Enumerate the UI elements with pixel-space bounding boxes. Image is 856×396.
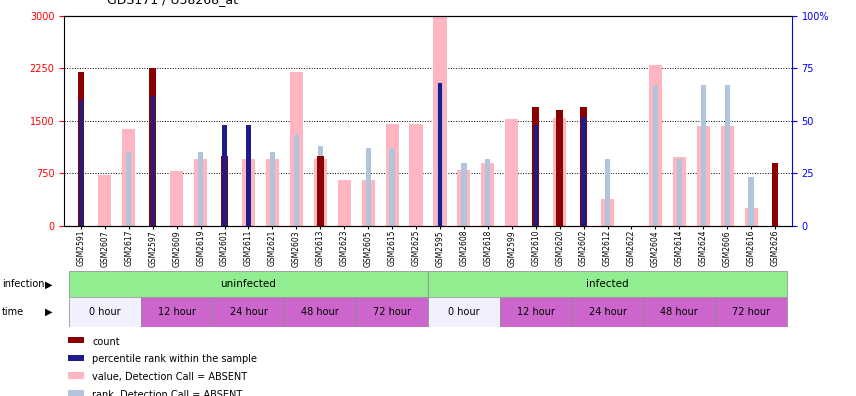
Bar bbox=[485, 158, 490, 226]
Bar bbox=[556, 110, 563, 226]
Bar bbox=[409, 124, 423, 226]
Bar bbox=[194, 159, 207, 226]
Text: 0 hour: 0 hour bbox=[89, 307, 121, 317]
Bar bbox=[745, 208, 758, 226]
Text: time: time bbox=[2, 307, 24, 317]
Text: 12 hour: 12 hour bbox=[517, 307, 555, 317]
Bar bbox=[212, 297, 284, 327]
Bar bbox=[481, 163, 495, 226]
Bar bbox=[505, 119, 519, 226]
Bar bbox=[366, 148, 371, 226]
Bar bbox=[151, 95, 155, 226]
Text: value, Detection Call = ABSENT: value, Detection Call = ABSENT bbox=[92, 372, 247, 382]
Bar bbox=[461, 163, 467, 226]
Bar bbox=[697, 126, 710, 226]
Bar bbox=[389, 148, 395, 226]
Bar bbox=[223, 125, 227, 226]
Bar bbox=[361, 179, 375, 226]
Bar bbox=[724, 85, 730, 226]
Text: GDS171 / U38268_at: GDS171 / U38268_at bbox=[107, 0, 238, 6]
Bar bbox=[68, 354, 84, 361]
Bar bbox=[221, 156, 228, 226]
Bar bbox=[457, 170, 471, 226]
Bar bbox=[716, 297, 787, 327]
Bar bbox=[532, 107, 539, 226]
Bar bbox=[437, 83, 443, 226]
Bar bbox=[649, 65, 662, 226]
Text: 0 hour: 0 hour bbox=[448, 307, 479, 317]
Bar bbox=[68, 390, 84, 396]
Bar bbox=[437, 83, 442, 226]
Bar bbox=[150, 68, 156, 226]
Bar bbox=[294, 135, 299, 226]
Bar bbox=[290, 72, 303, 226]
Bar bbox=[557, 119, 562, 226]
Text: 72 hour: 72 hour bbox=[373, 307, 411, 317]
Bar bbox=[653, 85, 658, 226]
Bar bbox=[318, 146, 323, 226]
Bar bbox=[748, 177, 754, 226]
Text: 48 hour: 48 hour bbox=[661, 307, 698, 317]
Bar bbox=[700, 85, 706, 226]
Bar bbox=[428, 297, 500, 327]
Bar bbox=[140, 297, 212, 327]
Text: uninfected: uninfected bbox=[221, 279, 276, 289]
Bar bbox=[68, 337, 84, 343]
Bar bbox=[428, 271, 787, 297]
Bar bbox=[500, 297, 572, 327]
Bar bbox=[673, 157, 686, 226]
Bar bbox=[533, 125, 538, 226]
Bar bbox=[78, 72, 84, 226]
Bar bbox=[79, 100, 83, 226]
Bar bbox=[385, 124, 399, 226]
Bar bbox=[126, 152, 132, 226]
Bar bbox=[68, 372, 84, 379]
Bar bbox=[313, 159, 327, 226]
Text: rank, Detection Call = ABSENT: rank, Detection Call = ABSENT bbox=[92, 390, 242, 396]
Bar bbox=[247, 125, 251, 226]
Text: count: count bbox=[92, 337, 120, 346]
Bar bbox=[198, 152, 203, 226]
Bar bbox=[284, 297, 356, 327]
Bar bbox=[69, 297, 140, 327]
Text: infected: infected bbox=[586, 279, 629, 289]
Bar bbox=[69, 271, 428, 297]
Bar bbox=[246, 152, 251, 226]
Text: 24 hour: 24 hour bbox=[589, 307, 627, 317]
Bar bbox=[433, 16, 447, 226]
Bar bbox=[170, 171, 183, 226]
Bar bbox=[356, 297, 428, 327]
Bar bbox=[337, 180, 351, 226]
Bar bbox=[721, 126, 734, 226]
Bar bbox=[644, 297, 716, 327]
Text: 72 hour: 72 hour bbox=[732, 307, 770, 317]
Bar bbox=[98, 175, 111, 226]
Text: 48 hour: 48 hour bbox=[301, 307, 339, 317]
Bar bbox=[122, 129, 135, 226]
Bar bbox=[580, 107, 587, 226]
Bar bbox=[605, 158, 610, 226]
Text: 24 hour: 24 hour bbox=[229, 307, 267, 317]
Bar bbox=[242, 159, 255, 226]
Bar bbox=[270, 152, 275, 226]
Bar bbox=[266, 158, 279, 226]
Bar bbox=[772, 163, 778, 226]
Bar bbox=[572, 297, 644, 327]
Bar bbox=[553, 118, 566, 226]
Text: percentile rank within the sample: percentile rank within the sample bbox=[92, 354, 257, 364]
Bar bbox=[581, 116, 586, 226]
Text: ▶: ▶ bbox=[45, 307, 52, 317]
Bar bbox=[601, 199, 614, 226]
Bar bbox=[677, 158, 682, 226]
Text: infection: infection bbox=[2, 279, 45, 289]
Text: 12 hour: 12 hour bbox=[158, 307, 196, 317]
Text: ▶: ▶ bbox=[45, 279, 52, 289]
Bar bbox=[317, 156, 324, 226]
